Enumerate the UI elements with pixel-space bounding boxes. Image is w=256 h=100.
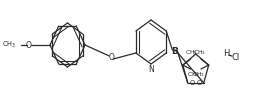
Text: CH$_3$: CH$_3$ xyxy=(187,70,200,79)
Text: CH$_3$: CH$_3$ xyxy=(2,40,16,50)
Text: O: O xyxy=(108,54,114,62)
Text: H: H xyxy=(223,50,229,58)
Text: CH$_3$: CH$_3$ xyxy=(185,48,198,57)
Text: O: O xyxy=(26,40,31,50)
Text: CH$_3$: CH$_3$ xyxy=(194,48,206,57)
Text: O: O xyxy=(190,80,195,86)
Text: B: B xyxy=(171,48,178,56)
Text: O: O xyxy=(197,80,202,86)
Text: N: N xyxy=(148,65,154,74)
Text: CH$_3$: CH$_3$ xyxy=(191,70,205,79)
Text: Cl: Cl xyxy=(231,52,240,62)
